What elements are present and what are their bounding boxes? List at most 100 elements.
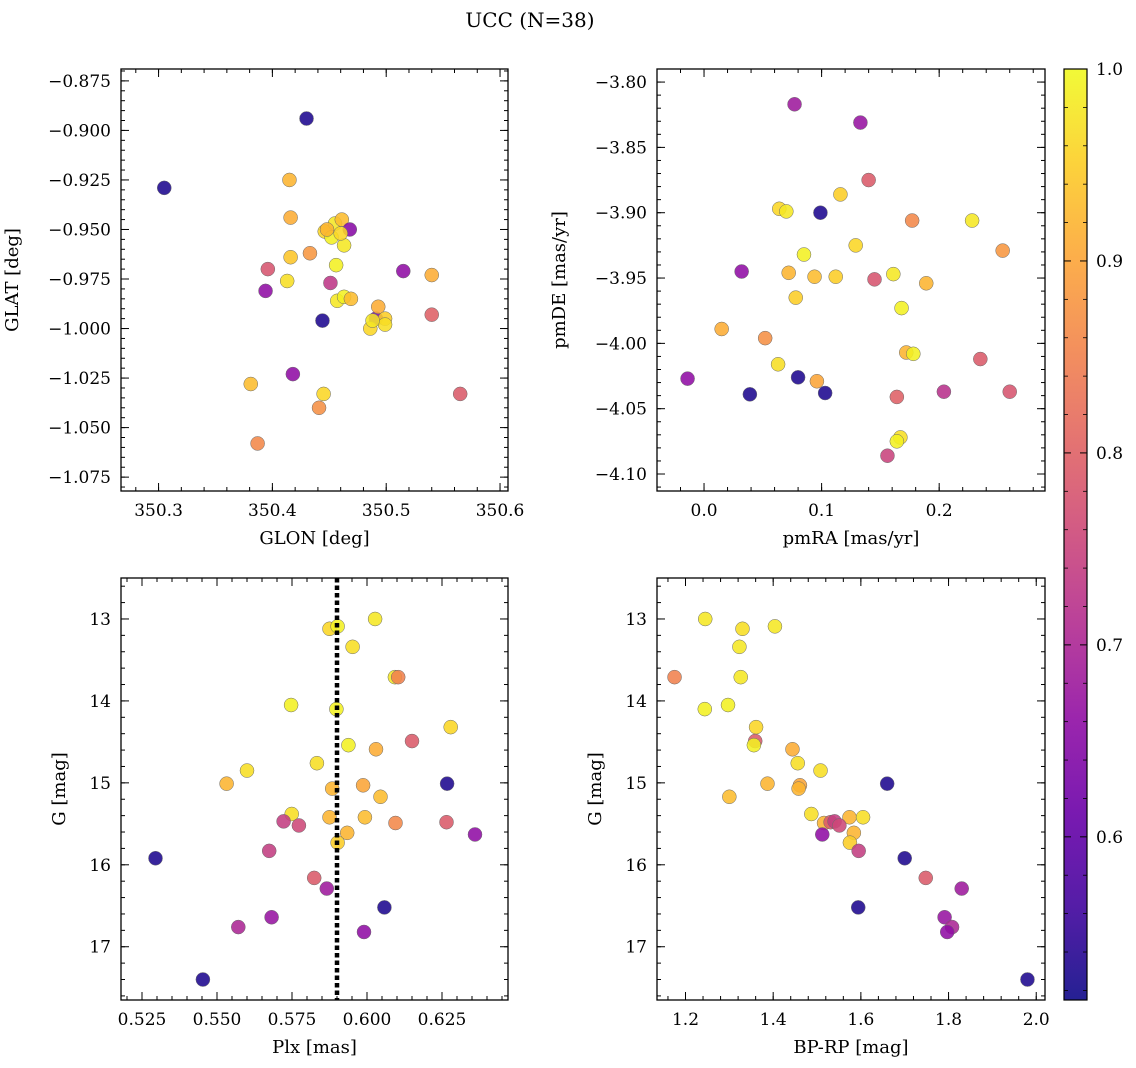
data-point <box>936 384 952 399</box>
data-point <box>804 806 819 822</box>
data-point <box>316 386 331 402</box>
data-point <box>239 763 255 778</box>
data-point <box>319 222 335 237</box>
data-point <box>243 376 259 392</box>
x-tick-label: 2.0 <box>1023 1010 1050 1030</box>
data-point <box>343 291 359 307</box>
colorbar-tick-label: 0.9 <box>1096 252 1123 272</box>
data-point <box>680 371 695 386</box>
y-tick-label: −0.950 <box>48 220 111 240</box>
data-point <box>333 226 348 241</box>
data-point <box>291 818 307 833</box>
data-point <box>791 781 806 796</box>
x-tick-label: 0.1 <box>808 501 835 521</box>
y-tick-label: 15 <box>625 774 647 794</box>
data-point <box>323 275 338 291</box>
data-point <box>377 900 392 915</box>
data-point <box>790 755 805 771</box>
data-point <box>813 763 828 778</box>
data-point <box>306 870 322 886</box>
data-point <box>851 843 866 859</box>
y-tick-label: −4.05 <box>595 400 647 420</box>
y-tick-label: 13 <box>89 610 111 630</box>
data-point <box>424 307 439 322</box>
colorbar-gradient <box>1063 68 1088 1001</box>
colorbar-tick-label: 0.6 <box>1096 828 1123 848</box>
data-point <box>390 669 406 685</box>
y-tick-label: −3.80 <box>595 73 647 93</box>
data-point <box>279 273 295 289</box>
data-point <box>367 611 383 627</box>
data-point <box>315 313 330 328</box>
x-axis-label: BP-RP [mag] <box>793 1037 908 1058</box>
y-tick-label: −1.075 <box>48 468 111 488</box>
x-axis-label: pmRA [mas/yr] <box>783 528 920 549</box>
data-point <box>807 269 822 284</box>
data-point <box>319 881 335 896</box>
data-point <box>906 346 921 362</box>
data-point <box>796 247 812 262</box>
data-point <box>714 321 729 337</box>
data-point <box>973 351 988 367</box>
data-point <box>424 267 439 283</box>
y-axis-label: pmDE [mas/yr] <box>549 211 570 349</box>
y-tick-label: −3.95 <box>595 269 647 289</box>
data-point <box>283 210 298 225</box>
data-point <box>396 263 411 279</box>
data-point <box>746 737 762 753</box>
markers-bprp-g <box>667 611 1035 987</box>
data-point <box>1002 384 1017 399</box>
data-point <box>467 827 483 842</box>
data-point <box>828 269 843 284</box>
data-point <box>697 701 713 717</box>
panel-pmra-pmde: 0.0 0.1 0.2 −3.80 −3.85 −3.90 −3.95 −4.00 −4.05 −… <box>549 68 1046 549</box>
x-tick-label: 1.4 <box>760 1010 787 1030</box>
y-tick-label: −0.875 <box>48 72 111 92</box>
data-point <box>964 213 980 228</box>
data-point <box>720 697 736 713</box>
data-point <box>311 400 327 416</box>
y-tick-label: −1.050 <box>48 419 111 439</box>
x-tick-label: 1.6 <box>847 1010 874 1030</box>
data-point <box>817 385 833 401</box>
data-point <box>809 374 825 389</box>
x-tick-label: 0.550 <box>193 1010 242 1030</box>
data-point <box>813 205 828 220</box>
y-tick-label: −3.90 <box>595 204 647 224</box>
data-point <box>879 776 895 791</box>
data-point <box>697 611 713 627</box>
data-point <box>373 789 388 805</box>
data-point <box>733 669 748 685</box>
panel-plx-g: 0.525 0.550 0.575 0.600 0.625 13 14 15 16 17 Plx [… <box>49 577 509 1058</box>
data-point <box>258 283 273 299</box>
markers-glon-glat <box>157 111 468 451</box>
data-point <box>357 810 373 825</box>
data-point <box>250 436 265 451</box>
y-tick-label: 16 <box>625 856 647 876</box>
data-point <box>667 669 682 685</box>
data-point <box>328 257 344 273</box>
data-point <box>937 909 952 925</box>
x-tick-label: 1.8 <box>935 1010 962 1030</box>
data-point <box>1020 972 1035 987</box>
data-point <box>918 870 933 886</box>
x-tick-label: 0.575 <box>268 1010 317 1030</box>
x-tick-label: 0.0 <box>691 501 718 521</box>
data-point <box>897 850 912 866</box>
data-point <box>861 172 876 188</box>
x-tick-label: 350.4 <box>248 501 297 521</box>
x-tick-label: 0.600 <box>343 1010 392 1030</box>
data-point <box>285 366 301 382</box>
data-point <box>148 850 163 866</box>
data-point <box>283 697 299 713</box>
data-point <box>785 742 800 757</box>
markers-pmra-pmde <box>680 97 1017 463</box>
y-tick-label: −4.00 <box>595 334 647 354</box>
data-point <box>779 204 794 219</box>
x-tick-label: 0.625 <box>418 1010 467 1030</box>
data-point <box>954 881 969 896</box>
data-point <box>787 97 802 112</box>
data-point <box>735 621 750 637</box>
data-point <box>886 266 901 282</box>
y-tick-label: −0.975 <box>48 270 111 290</box>
